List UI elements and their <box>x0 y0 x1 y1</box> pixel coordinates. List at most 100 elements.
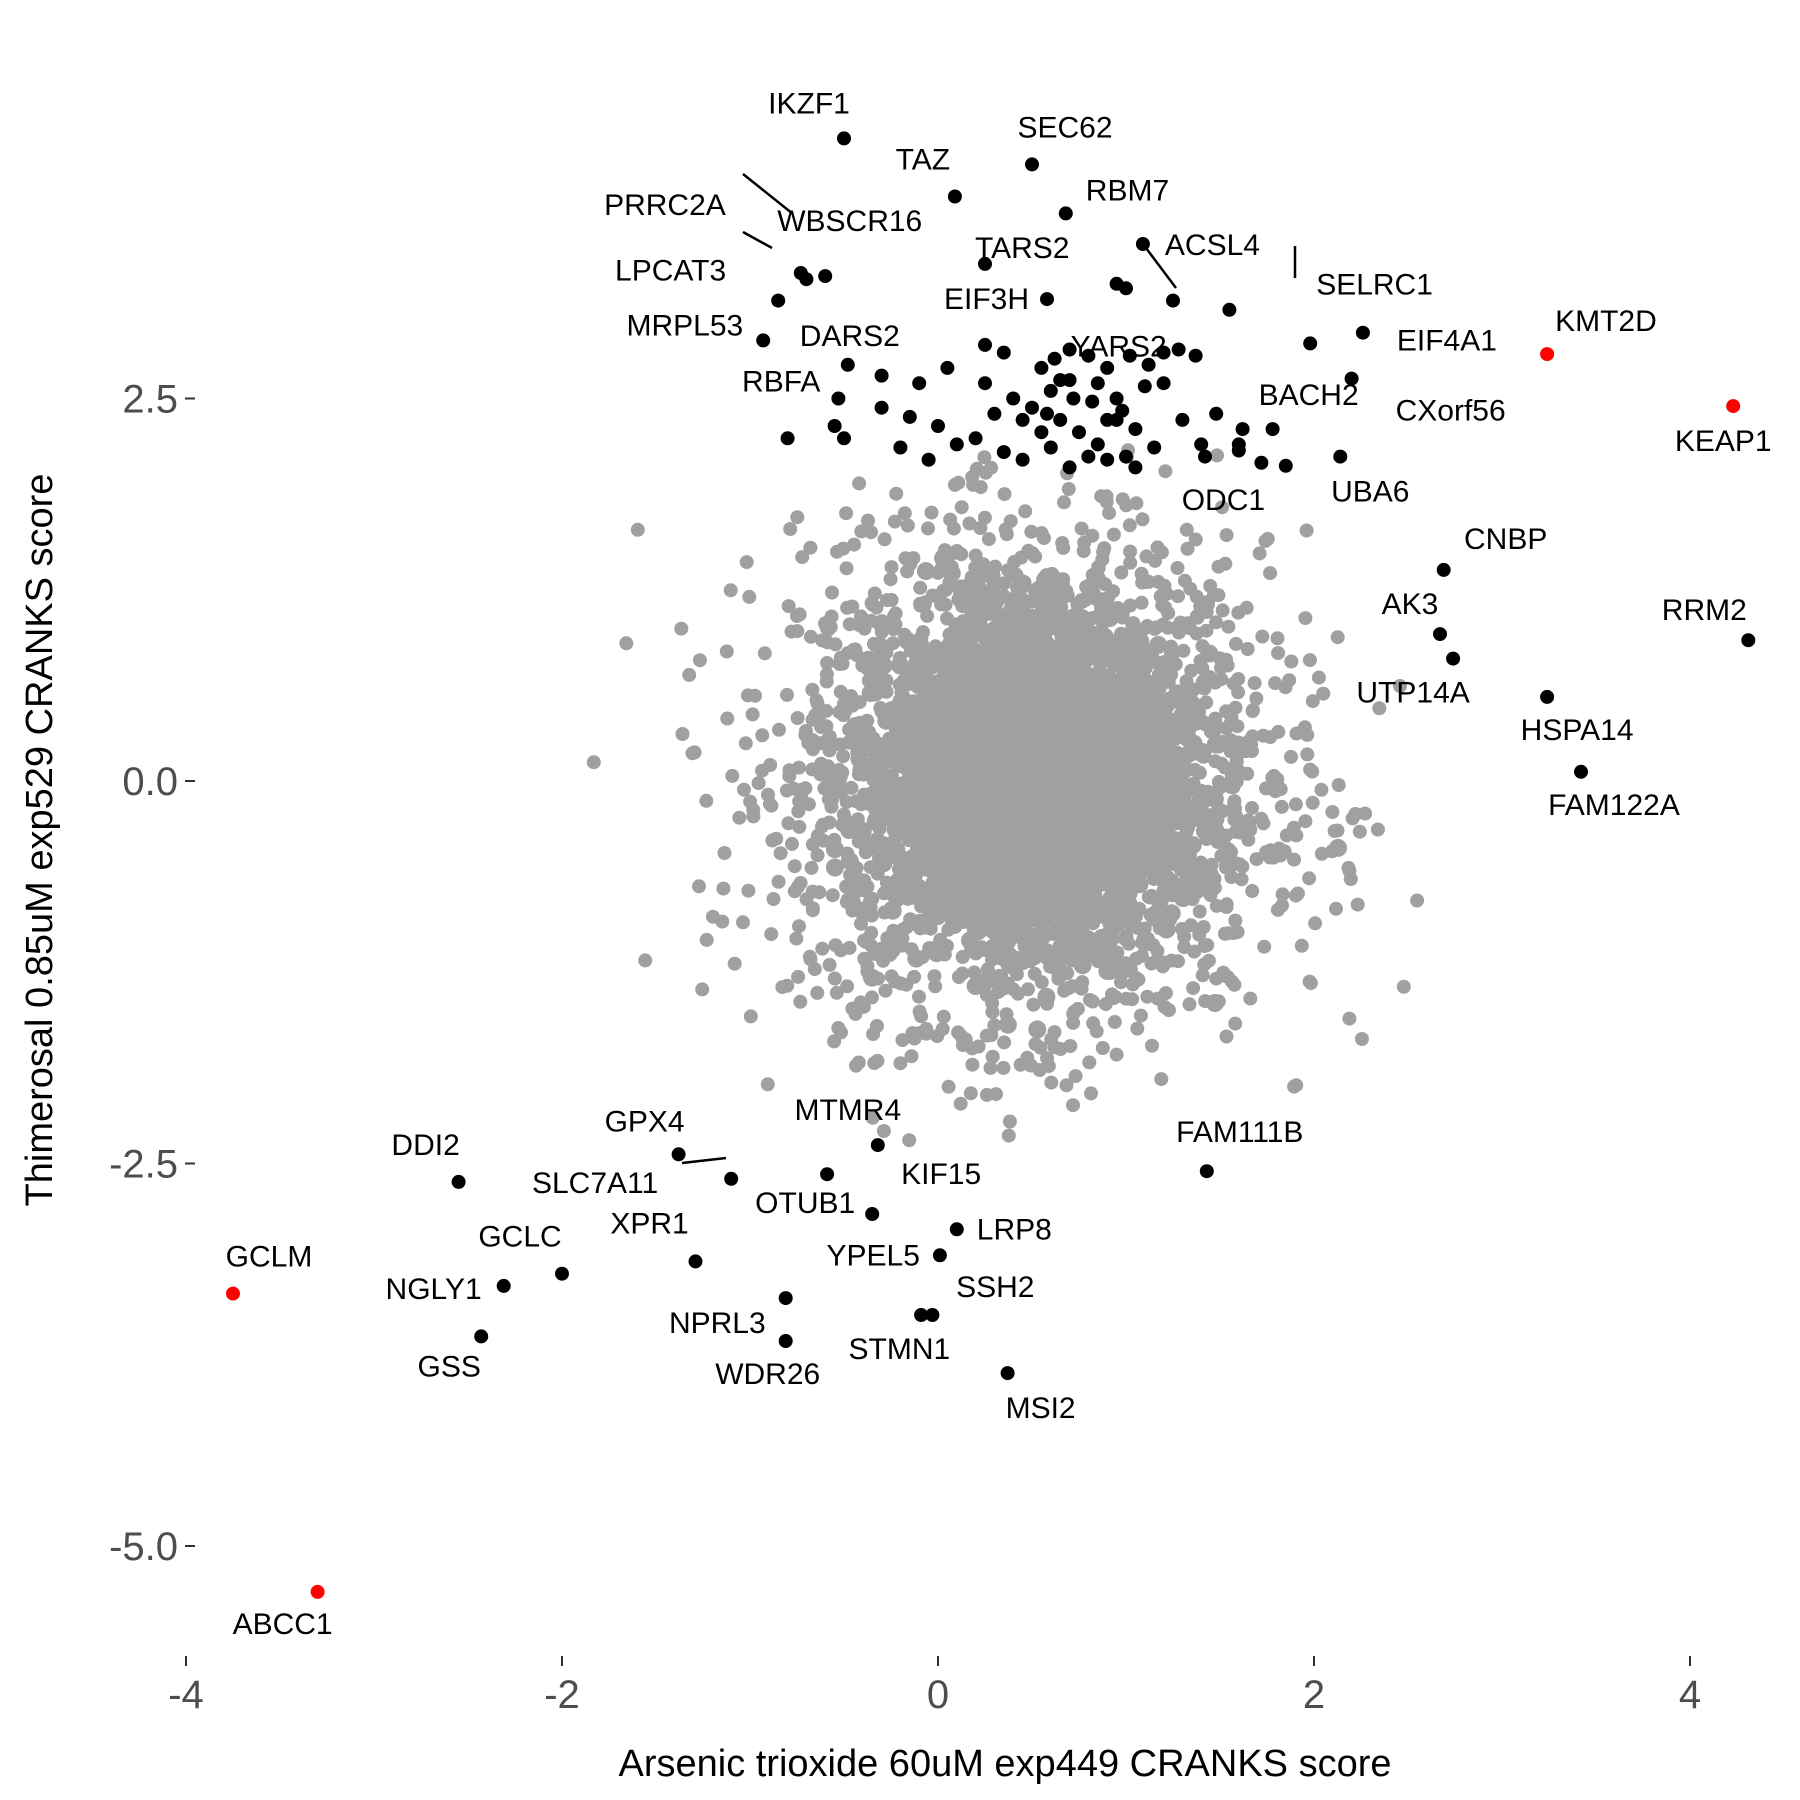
background-point <box>865 891 880 906</box>
background-point <box>1076 765 1095 784</box>
background-point <box>1220 970 1235 985</box>
gene-label: SLC7A11 <box>532 1167 658 1200</box>
background-point <box>1145 1038 1159 1053</box>
hit-point <box>940 360 955 375</box>
background-point <box>1025 676 1044 695</box>
background-point <box>993 977 1012 996</box>
background-point <box>983 873 1002 892</box>
background-point <box>1195 968 1210 983</box>
background-point <box>964 693 983 712</box>
background-point <box>1282 673 1297 688</box>
background-point <box>789 931 804 946</box>
y-axis-title: Thimerosal 0.85uM exp529 CRANKS score <box>19 474 61 1207</box>
background-point <box>1219 528 1234 543</box>
background-point <box>904 1049 919 1064</box>
background-point <box>1229 636 1243 651</box>
background-point <box>803 540 818 555</box>
labeled-point <box>820 1167 835 1182</box>
gene-label: CXorf56 <box>1396 395 1506 428</box>
background-point <box>839 506 854 521</box>
hit-point <box>1209 406 1224 421</box>
background-point <box>847 537 862 552</box>
background-point <box>911 852 930 871</box>
background-point <box>952 663 970 682</box>
background-point <box>963 1086 978 1101</box>
background-point <box>1098 961 1117 980</box>
background-point <box>781 816 796 831</box>
hit-point <box>1053 373 1068 388</box>
hit-point <box>1015 452 1030 467</box>
gene-label: UBA6 <box>1331 476 1409 509</box>
background-point <box>1001 1128 1016 1143</box>
background-point <box>883 572 898 587</box>
labeled-point <box>949 1222 964 1237</box>
background-point <box>1275 887 1290 902</box>
background-point <box>876 1124 891 1138</box>
background-point <box>1177 929 1192 944</box>
background-point <box>1026 997 1041 1012</box>
background-point <box>755 728 770 743</box>
background-point <box>1173 706 1192 725</box>
background-point <box>1014 951 1033 970</box>
background-point <box>1308 916 1323 931</box>
background-point <box>1101 608 1119 627</box>
background-point <box>1085 743 1103 762</box>
background-point <box>1079 592 1094 607</box>
x-tick-label: 0 <box>927 1673 949 1717</box>
labeled-point <box>1188 348 1203 363</box>
background-point <box>1051 943 1070 962</box>
hit-point <box>837 431 851 446</box>
background-point <box>962 651 981 670</box>
labeled-point <box>793 266 808 280</box>
background-point <box>1142 843 1160 862</box>
background-point <box>1061 482 1076 496</box>
hit-point <box>1081 348 1096 363</box>
background-point <box>1084 1086 1098 1101</box>
background-point <box>1305 795 1320 810</box>
background-point <box>1229 774 1244 789</box>
background-point <box>1288 797 1303 812</box>
background-point <box>981 532 996 547</box>
background-point <box>1314 782 1329 797</box>
background-point <box>1045 668 1064 687</box>
background-point <box>1123 555 1138 570</box>
hit-point <box>780 431 795 446</box>
background-point <box>963 678 982 697</box>
background-point <box>780 978 795 993</box>
background-point <box>927 750 946 769</box>
background-point <box>1157 696 1175 715</box>
background-point <box>1247 676 1262 691</box>
background-point <box>1311 670 1326 685</box>
hit-point <box>1006 391 1021 406</box>
background-point <box>982 566 1001 585</box>
background-point <box>1222 718 1237 732</box>
hit-point <box>1109 412 1124 427</box>
labeled-point <box>947 189 962 204</box>
background-point <box>979 1087 994 1102</box>
background-point <box>1218 760 1233 775</box>
background-point <box>1177 573 1192 588</box>
gene-label: KMT2D <box>1555 305 1657 338</box>
background-point <box>972 721 991 740</box>
background-point <box>1195 673 1214 692</box>
background-point <box>986 741 1004 760</box>
background-point <box>773 846 788 861</box>
background-point <box>1120 904 1139 923</box>
background-point <box>790 510 805 525</box>
background-point <box>1342 863 1357 878</box>
background-point <box>695 982 710 997</box>
background-point <box>934 597 949 612</box>
background-point <box>810 985 825 1000</box>
highlight-points-layer <box>226 131 1756 1599</box>
background-point <box>1173 889 1192 908</box>
background-point <box>832 657 847 671</box>
background-point <box>738 736 753 751</box>
background-point <box>828 938 843 953</box>
background-point <box>872 614 891 633</box>
background-point <box>705 909 720 924</box>
y-tick-label: 2.5 <box>122 378 178 422</box>
background-point <box>1154 1072 1169 1087</box>
hit-point <box>874 400 889 415</box>
background-point <box>1027 655 1046 674</box>
background-point <box>902 1133 917 1148</box>
